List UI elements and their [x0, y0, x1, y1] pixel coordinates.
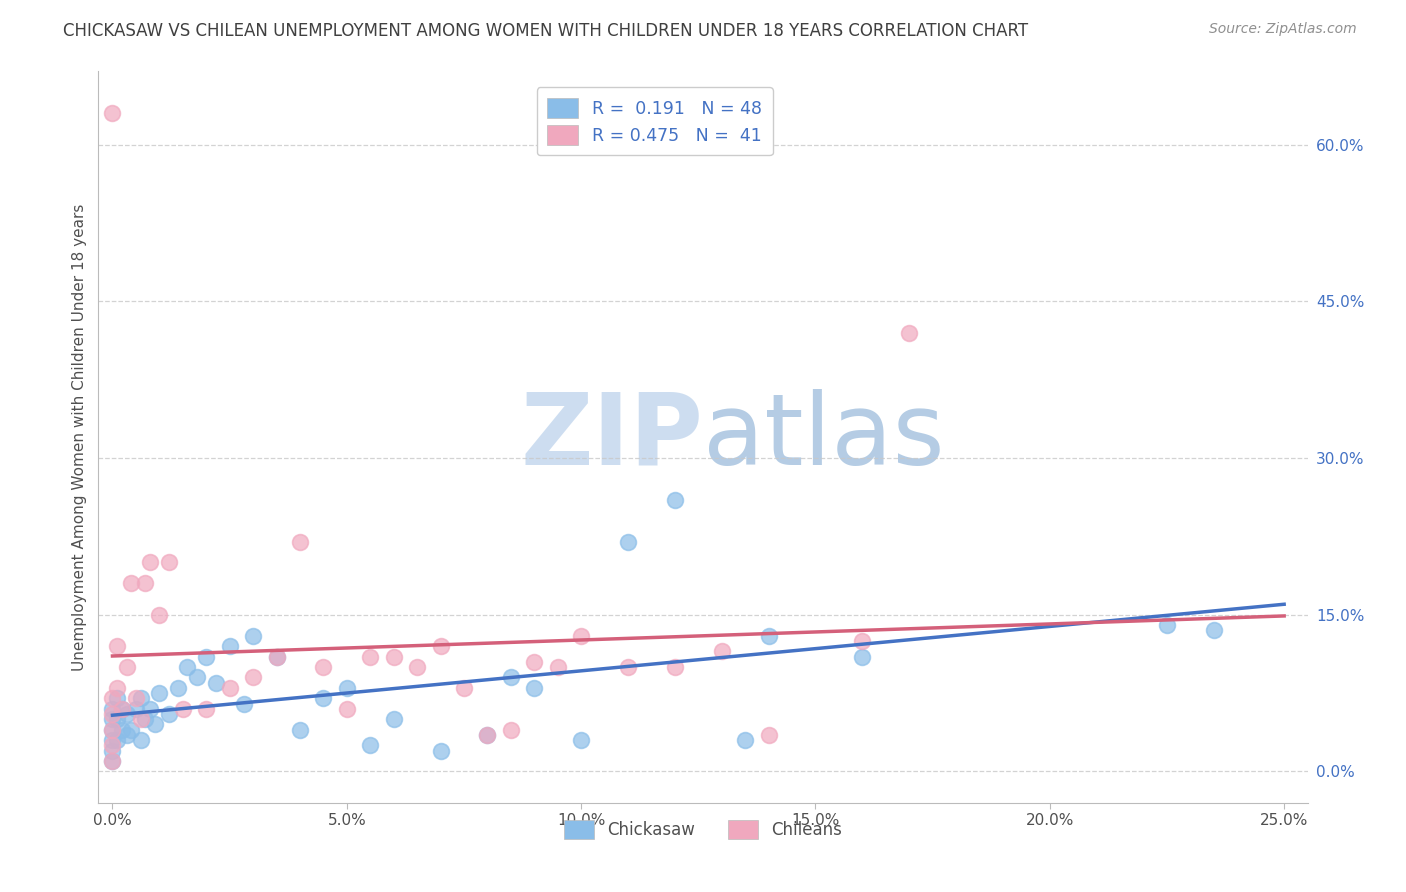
Point: [218, 681, 240, 695]
Point: [101, 754, 124, 768]
Point: [523, 681, 546, 695]
Point: [176, 660, 198, 674]
Point: [288, 723, 311, 737]
Point: [266, 649, 288, 664]
Point: [312, 660, 335, 674]
Point: [1202, 624, 1225, 638]
Point: [125, 691, 148, 706]
Point: [101, 723, 124, 737]
Point: [336, 681, 359, 695]
Point: [111, 723, 134, 737]
Point: [105, 681, 128, 695]
Point: [547, 660, 569, 674]
Point: [453, 681, 475, 695]
Point: [266, 649, 288, 664]
Point: [101, 754, 124, 768]
Point: [1156, 618, 1178, 632]
Point: [242, 629, 264, 643]
Point: [898, 326, 921, 340]
Point: [477, 728, 499, 742]
Point: [120, 576, 142, 591]
Point: [139, 702, 162, 716]
Point: [195, 702, 218, 716]
Text: CHICKASAW VS CHILEAN UNEMPLOYMENT AMONG WOMEN WITH CHILDREN UNDER 18 YEARS CORRE: CHICKASAW VS CHILEAN UNEMPLOYMENT AMONG …: [63, 22, 1028, 40]
Text: atlas: atlas: [703, 389, 945, 485]
Point: [617, 660, 640, 674]
Point: [406, 660, 429, 674]
Point: [111, 702, 134, 716]
Point: [101, 723, 124, 737]
Point: [851, 633, 873, 648]
Point: [148, 607, 170, 622]
Point: [336, 702, 359, 716]
Point: [167, 681, 190, 695]
Point: [120, 723, 142, 737]
Point: [569, 733, 592, 747]
Point: [195, 649, 218, 664]
Legend: Chickasaw, Chileans: Chickasaw, Chileans: [557, 814, 849, 846]
Point: [218, 639, 240, 653]
Point: [115, 728, 138, 742]
Point: [204, 675, 226, 690]
Point: [115, 706, 138, 721]
Point: [129, 712, 152, 726]
Point: [312, 691, 335, 706]
Point: [111, 702, 134, 716]
Point: [232, 697, 254, 711]
Point: [242, 670, 264, 684]
Point: [101, 712, 124, 726]
Point: [382, 712, 405, 726]
Point: [105, 733, 128, 747]
Point: [523, 655, 546, 669]
Point: [359, 739, 381, 753]
Point: [134, 576, 156, 591]
Point: [288, 534, 311, 549]
Point: [664, 660, 686, 674]
Text: Source: ZipAtlas.com: Source: ZipAtlas.com: [1209, 22, 1357, 37]
Point: [129, 691, 152, 706]
Point: [115, 660, 138, 674]
Point: [101, 691, 124, 706]
Point: [429, 639, 451, 653]
Point: [129, 733, 152, 747]
Point: [617, 534, 640, 549]
Point: [758, 629, 780, 643]
Point: [101, 702, 124, 716]
Point: [143, 717, 166, 731]
Point: [148, 686, 170, 700]
Point: [101, 733, 124, 747]
Point: [101, 739, 124, 753]
Point: [101, 743, 124, 757]
Point: [105, 691, 128, 706]
Point: [157, 706, 180, 721]
Point: [134, 712, 156, 726]
Point: [758, 728, 780, 742]
Point: [101, 106, 124, 120]
Point: [734, 733, 756, 747]
Point: [157, 556, 180, 570]
Point: [359, 649, 381, 664]
Point: [710, 644, 733, 658]
Point: [105, 639, 128, 653]
Y-axis label: Unemployment Among Women with Children Under 18 years: Unemployment Among Women with Children U…: [72, 203, 87, 671]
Point: [382, 649, 405, 664]
Point: [105, 712, 128, 726]
Point: [477, 728, 499, 742]
Point: [569, 629, 592, 643]
Point: [429, 743, 451, 757]
Point: [499, 670, 522, 684]
Point: [186, 670, 208, 684]
Point: [851, 649, 873, 664]
Point: [499, 723, 522, 737]
Point: [139, 556, 162, 570]
Point: [664, 492, 686, 507]
Point: [172, 702, 194, 716]
Point: [101, 706, 124, 721]
Text: ZIP: ZIP: [520, 389, 703, 485]
Point: [125, 702, 148, 716]
